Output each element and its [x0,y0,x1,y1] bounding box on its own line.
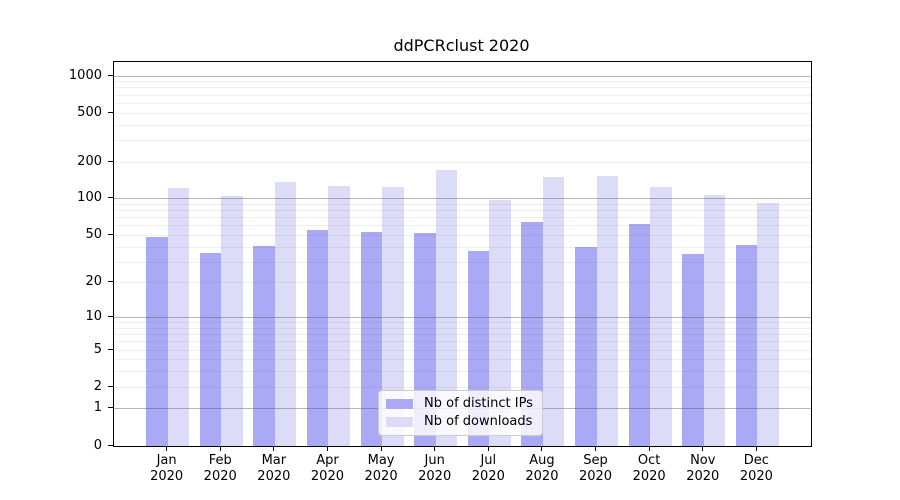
chart-title: ddPCRclust 2020 [393,36,530,55]
plot-area [113,61,812,447]
x-tick-label: Sep 2020 [578,453,613,484]
legend-label-downloads: Nb of downloads [424,414,533,429]
x-tick-label: Jan 2020 [150,453,184,484]
bar-downloads [757,203,779,446]
bar-downloads [489,200,511,446]
y-tick-mark [108,197,113,199]
legend-label-distinct-ips: Nb of distinct IPs [424,396,533,411]
legend-item-distinct-ips: Nb of distinct IPs [386,395,534,413]
x-tick-mark [434,447,436,451]
x-tick-label: May 2020 [364,453,398,484]
y-tick-label: 500 [77,104,102,120]
x-tick-mark [648,447,650,451]
y-tick-mark [108,444,113,446]
y-tick-label: 2 [93,378,102,394]
x-tick-mark [380,447,382,451]
x-tick-mark [755,447,757,451]
bar-distinct-ips [682,254,704,446]
y-tick-label: 1 [93,400,102,416]
x-tick-mark [166,447,168,451]
bar-downloads [542,176,565,446]
bar-downloads [435,170,458,446]
x-tick-label: Oct 2020 [632,453,666,484]
bar-distinct-ips [306,230,329,446]
y-tick-label: 0 [93,437,102,453]
bar-downloads [167,187,190,446]
legend-item-downloads: Nb of downloads [386,413,534,431]
legend-swatch-distinct-ips [386,399,413,409]
y-tick-label: 5 [93,341,102,357]
bar-distinct-ips [735,244,758,446]
x-tick-label: Mar 2020 [257,453,291,484]
y-tick-mark [108,316,113,318]
y-tick-label: 10 [85,309,102,325]
bar-distinct-ips [360,232,383,446]
x-tick-mark [487,447,489,451]
bar-distinct-ips [575,247,597,446]
y-tick-mark [108,74,113,76]
y-tick-mark [108,348,113,350]
y-tick-label: 50 [85,226,102,242]
x-tick-label: Feb 2020 [203,453,237,484]
legend-swatch-downloads [386,417,413,427]
y-tick-mark [108,385,113,387]
y-tick-mark [108,233,113,235]
legend: Nb of distinct IPs Nb of downloads [378,390,543,436]
x-tick-mark [595,447,597,451]
x-tick-mark [326,447,328,451]
y-tick-mark [108,111,113,113]
x-tick-label: Jun 2020 [418,453,452,484]
bar-downloads [650,187,672,446]
x-tick-mark [219,447,221,451]
bar-downloads [596,175,619,446]
bar-downloads [221,195,243,446]
bars-layer [114,62,811,446]
x-tick-mark [541,447,543,451]
y-tick-label: 200 [77,153,102,169]
y-tick-mark [108,160,113,162]
y-tick-label: 20 [85,274,102,290]
bar-downloads [274,182,297,446]
y-tick-mark [108,407,113,409]
bar-downloads [328,185,350,446]
x-tick-mark [702,447,704,451]
x-tick-mark [273,447,275,451]
bar-distinct-ips [628,224,651,446]
y-tick-label: 100 [77,190,102,206]
bar-distinct-ips [146,236,168,446]
x-tick-label: Jul 2020 [471,453,505,484]
bar-distinct-ips [253,245,275,446]
x-tick-label: Nov 2020 [686,453,720,484]
bar-distinct-ips [199,252,222,446]
bar-downloads [703,194,726,446]
x-tick-label: Apr 2020 [310,453,344,484]
y-tick-label: 1000 [68,67,102,83]
y-tick-mark [108,281,113,283]
bar-downloads [382,187,404,446]
x-tick-label: Aug 2020 [525,453,559,484]
x-tick-label: Dec 2020 [739,453,773,484]
